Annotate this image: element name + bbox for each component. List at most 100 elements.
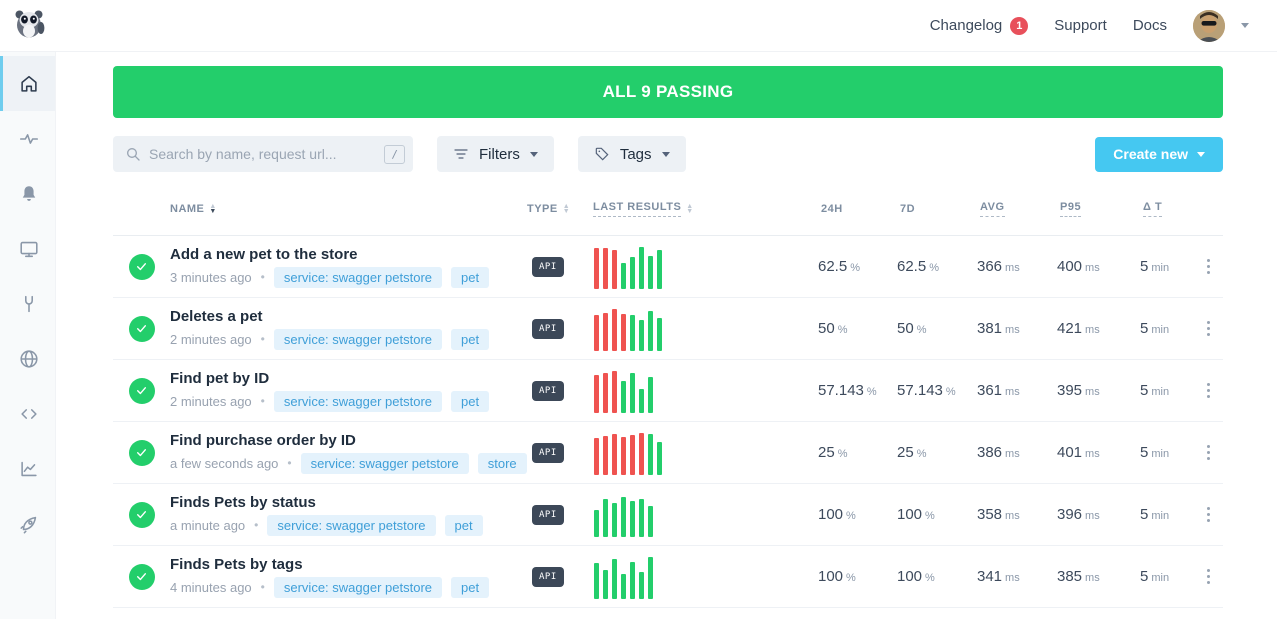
result-bar[interactable] bbox=[612, 502, 617, 537]
raccoon-logo-icon bbox=[15, 10, 45, 38]
tag-pill[interactable]: service: swagger petstore bbox=[273, 266, 442, 288]
account-menu[interactable] bbox=[1193, 9, 1249, 42]
tag-pill[interactable]: pet bbox=[451, 266, 490, 288]
result-bar[interactable] bbox=[639, 571, 644, 599]
result-bar[interactable] bbox=[621, 436, 626, 475]
result-bar[interactable] bbox=[594, 562, 599, 599]
result-bar[interactable] bbox=[648, 556, 653, 599]
sidebar-item-alerts[interactable] bbox=[0, 166, 55, 221]
row-options-menu-icon[interactable] bbox=[1193, 503, 1223, 526]
result-bar[interactable] bbox=[657, 249, 662, 289]
result-bar[interactable] bbox=[612, 558, 617, 599]
result-bar[interactable] bbox=[612, 370, 617, 413]
tag-icon bbox=[595, 147, 609, 161]
tag-pill[interactable]: service: swagger petstore bbox=[300, 452, 469, 474]
search-input[interactable] bbox=[149, 146, 377, 162]
check-name[interactable]: Find pet by ID bbox=[170, 369, 270, 387]
sidebar-item-dashboards[interactable] bbox=[0, 221, 55, 276]
home-icon bbox=[21, 75, 37, 92]
check-name[interactable]: Finds Pets by tags bbox=[170, 555, 303, 573]
result-bar[interactable] bbox=[648, 310, 653, 351]
check-name[interactable]: Deletes a pet bbox=[170, 307, 263, 325]
check-name[interactable]: Finds Pets by status bbox=[170, 493, 316, 511]
tags-dropdown[interactable]: Tags bbox=[577, 136, 686, 172]
result-bar[interactable] bbox=[639, 319, 644, 351]
result-bar[interactable] bbox=[603, 372, 608, 413]
create-new-button[interactable]: Create new bbox=[1095, 136, 1223, 172]
result-bar[interactable] bbox=[657, 441, 662, 475]
result-bar[interactable] bbox=[621, 262, 626, 289]
result-bar[interactable] bbox=[648, 255, 653, 289]
stat-7d: 100% bbox=[897, 568, 935, 585]
tag-pill[interactable]: pet bbox=[444, 514, 483, 536]
result-bar[interactable] bbox=[648, 376, 653, 413]
column-header-name[interactable]: NAME ▲ ▼ bbox=[170, 202, 217, 215]
result-bar[interactable] bbox=[621, 573, 626, 599]
docs-link[interactable]: Docs bbox=[1132, 17, 1167, 34]
avatar bbox=[1193, 9, 1225, 42]
result-bar[interactable] bbox=[639, 388, 644, 413]
result-bar[interactable] bbox=[630, 500, 635, 537]
result-bar[interactable] bbox=[639, 498, 644, 537]
check-name[interactable]: Add a new pet to the store bbox=[170, 245, 358, 263]
result-bar[interactable] bbox=[603, 435, 608, 475]
result-bar[interactable] bbox=[648, 505, 653, 537]
tag-pill[interactable]: pet bbox=[451, 328, 490, 350]
tag-pill[interactable]: service: swagger petstore bbox=[273, 576, 442, 598]
column-header-delta-t[interactable]: Δ T bbox=[1140, 201, 1193, 217]
result-bar[interactable] bbox=[612, 433, 617, 475]
result-bar[interactable] bbox=[594, 247, 599, 289]
column-header-p95[interactable]: P95 bbox=[1057, 201, 1140, 217]
result-bar[interactable] bbox=[603, 247, 608, 289]
tag-pill[interactable]: pet bbox=[451, 576, 490, 598]
sidebar-item-locations[interactable] bbox=[0, 331, 55, 386]
separator-dot: • bbox=[254, 518, 259, 532]
result-bar[interactable] bbox=[603, 312, 608, 351]
result-bar[interactable] bbox=[594, 374, 599, 413]
result-bar[interactable] bbox=[621, 496, 626, 537]
support-link[interactable]: Support bbox=[1054, 17, 1107, 34]
tag-pill[interactable]: service: swagger petstore bbox=[273, 328, 442, 350]
row-options-menu-icon[interactable] bbox=[1193, 379, 1223, 402]
row-options-menu-icon[interactable] bbox=[1193, 255, 1223, 278]
column-header-type[interactable]: TYPE ▲ ▼ bbox=[527, 202, 571, 215]
result-bar[interactable] bbox=[630, 434, 635, 475]
sidebar-item-analytics[interactable] bbox=[0, 441, 55, 496]
row-options-menu-icon[interactable] bbox=[1193, 441, 1223, 464]
sidebar-item-activity[interactable] bbox=[0, 111, 55, 166]
changelog-link[interactable]: Changelog 1 bbox=[930, 16, 1029, 35]
result-bar[interactable] bbox=[612, 308, 617, 351]
result-bar[interactable] bbox=[612, 249, 617, 289]
app-logo[interactable] bbox=[12, 6, 46, 45]
row-options-menu-icon[interactable] bbox=[1193, 317, 1223, 340]
result-bar[interactable] bbox=[639, 246, 644, 289]
result-bar[interactable] bbox=[594, 314, 599, 351]
result-bar[interactable] bbox=[603, 498, 608, 537]
result-bar[interactable] bbox=[630, 561, 635, 599]
result-bar[interactable] bbox=[621, 313, 626, 351]
result-bar[interactable] bbox=[621, 380, 626, 413]
check-name[interactable]: Find purchase order by ID bbox=[170, 431, 356, 449]
sidebar-item-quickstart[interactable] bbox=[0, 496, 55, 551]
result-bar[interactable] bbox=[657, 317, 662, 351]
tag-pill[interactable]: service: swagger petstore bbox=[267, 514, 436, 536]
result-bar[interactable] bbox=[603, 569, 608, 599]
result-bar[interactable] bbox=[630, 256, 635, 289]
row-options-menu-icon[interactable] bbox=[1193, 565, 1223, 588]
tag-pill[interactable]: service: swagger petstore bbox=[273, 390, 442, 412]
result-bar[interactable] bbox=[594, 509, 599, 537]
sidebar-item-snippets[interactable] bbox=[0, 386, 55, 441]
column-header-avg[interactable]: AVG bbox=[977, 201, 1057, 217]
result-bar[interactable] bbox=[648, 433, 653, 475]
tag-pill[interactable]: store bbox=[477, 452, 527, 474]
sidebar-item-maintenance[interactable] bbox=[0, 276, 55, 331]
result-bar[interactable] bbox=[630, 314, 635, 351]
table-row: Find pet by ID 2 minutes ago • service: … bbox=[113, 360, 1223, 422]
filters-dropdown[interactable]: Filters bbox=[437, 136, 554, 172]
result-bar[interactable] bbox=[639, 432, 644, 475]
result-bar[interactable] bbox=[630, 372, 635, 413]
column-header-last-results[interactable]: LAST RESULTS ▲ ▼ bbox=[593, 200, 694, 217]
tag-pill[interactable]: pet bbox=[451, 390, 490, 412]
result-bar[interactable] bbox=[594, 437, 599, 475]
sidebar-item-home[interactable] bbox=[0, 56, 55, 111]
